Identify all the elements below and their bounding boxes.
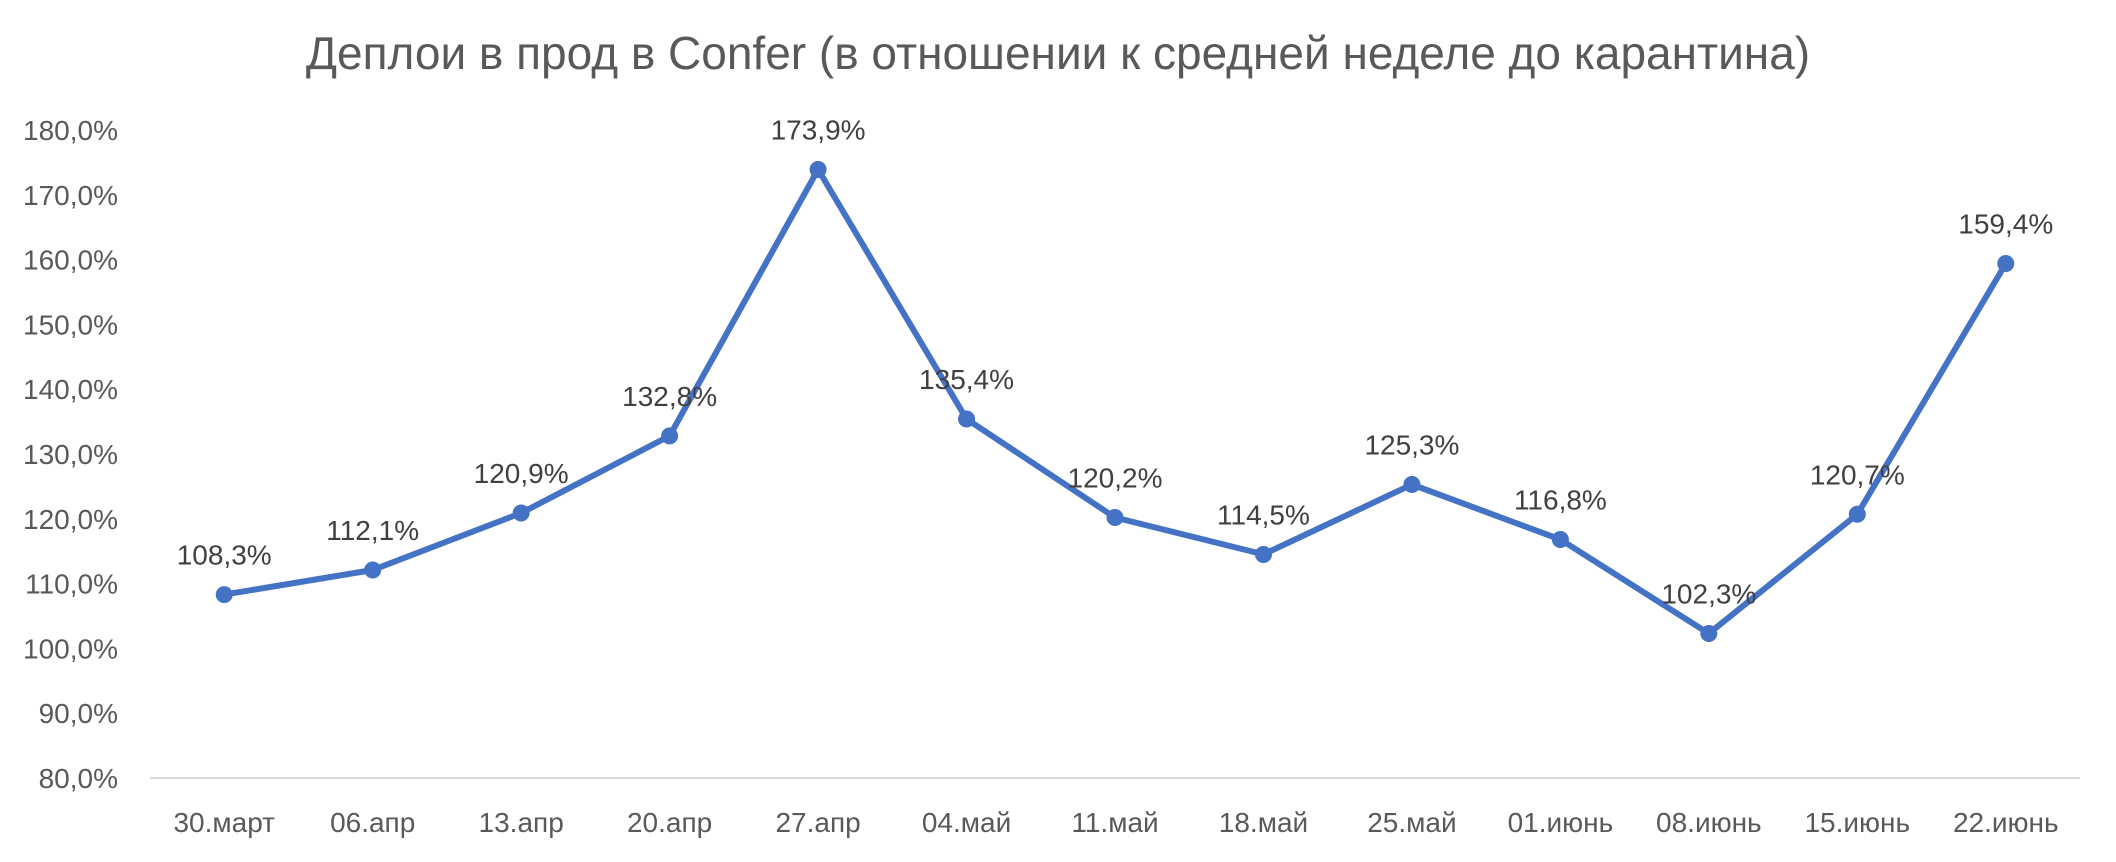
x-axis-tick-labels: 30.март 06.апр 13.апр 20.апр 27.апр 04.май 11.… bbox=[173, 807, 2058, 838]
chart-title: Деплои в прод в Confer (в отношении к ср… bbox=[305, 27, 1811, 79]
x-tick-label: 15.июнь bbox=[1804, 807, 1910, 838]
data-label: 120,2% bbox=[1068, 463, 1163, 494]
x-tick-label: 27.апр bbox=[775, 807, 860, 838]
x-tick-label: 13.апр bbox=[479, 807, 564, 838]
data-label: 120,7% bbox=[1810, 459, 1905, 490]
data-point bbox=[1106, 509, 1124, 527]
y-tick-label: 90,0% bbox=[39, 698, 118, 729]
x-tick-label: 22.июнь bbox=[1953, 807, 2059, 838]
data-label: 108,3% bbox=[177, 540, 272, 571]
data-label: 116,8% bbox=[1514, 485, 1607, 516]
x-tick-label: 04.май bbox=[922, 807, 1011, 838]
data-point bbox=[364, 561, 382, 579]
data-label: 120,9% bbox=[474, 458, 569, 489]
x-tick-label: 01.июнь bbox=[1508, 807, 1614, 838]
data-label: 159,4% bbox=[1958, 208, 2053, 239]
y-axis-tick-labels: 80,0% 90,0% 100,0% 110,0% 120,0% 130,0% 140,0%… bbox=[23, 115, 118, 794]
y-tick-label: 160,0% bbox=[23, 245, 118, 276]
data-point bbox=[1997, 254, 2015, 272]
x-tick-label: 18.май bbox=[1219, 807, 1308, 838]
y-tick-label: 180,0% bbox=[23, 115, 118, 146]
y-tick-label: 170,0% bbox=[23, 180, 118, 211]
data-point bbox=[215, 586, 233, 604]
x-tick-label: 30.март bbox=[173, 807, 275, 838]
y-tick-label: 100,0% bbox=[23, 633, 118, 664]
data-point bbox=[958, 410, 976, 428]
data-point bbox=[1848, 505, 1866, 523]
data-point bbox=[809, 161, 827, 179]
data-label: 125,3% bbox=[1364, 429, 1459, 460]
y-tick-label: 120,0% bbox=[23, 504, 118, 535]
data-labels: 108,3% 112,1% 120,9% 132,8% 173,9% 135,4% 120,… bbox=[177, 115, 2054, 610]
x-tick-label: 20.апр bbox=[627, 807, 712, 838]
data-point bbox=[1700, 624, 1718, 642]
data-label: 173,9% bbox=[771, 115, 866, 146]
y-tick-label: 140,0% bbox=[23, 374, 118, 405]
x-tick-label: 08.июнь bbox=[1656, 807, 1762, 838]
data-point bbox=[1254, 545, 1272, 563]
data-point bbox=[512, 504, 530, 522]
data-point bbox=[661, 427, 679, 445]
y-tick-label: 80,0% bbox=[39, 763, 118, 794]
x-tick-label: 11.май bbox=[1071, 807, 1158, 838]
x-tick-label: 25.май bbox=[1367, 807, 1456, 838]
data-point bbox=[1403, 475, 1421, 493]
y-tick-label: 130,0% bbox=[23, 439, 118, 470]
y-tick-label: 110,0% bbox=[25, 569, 118, 600]
series-line bbox=[221, 166, 2009, 637]
data-label: 112,1% bbox=[326, 515, 419, 546]
x-tick-label: 06.апр bbox=[330, 807, 415, 838]
data-point bbox=[1551, 531, 1569, 549]
series-markers bbox=[215, 161, 2015, 642]
data-label: 114,5% bbox=[1217, 499, 1310, 530]
y-tick-label: 150,0% bbox=[23, 309, 118, 340]
data-label: 135,4% bbox=[919, 364, 1014, 395]
data-label: 102,3% bbox=[1661, 578, 1756, 609]
data-label: 132,8% bbox=[622, 381, 717, 412]
